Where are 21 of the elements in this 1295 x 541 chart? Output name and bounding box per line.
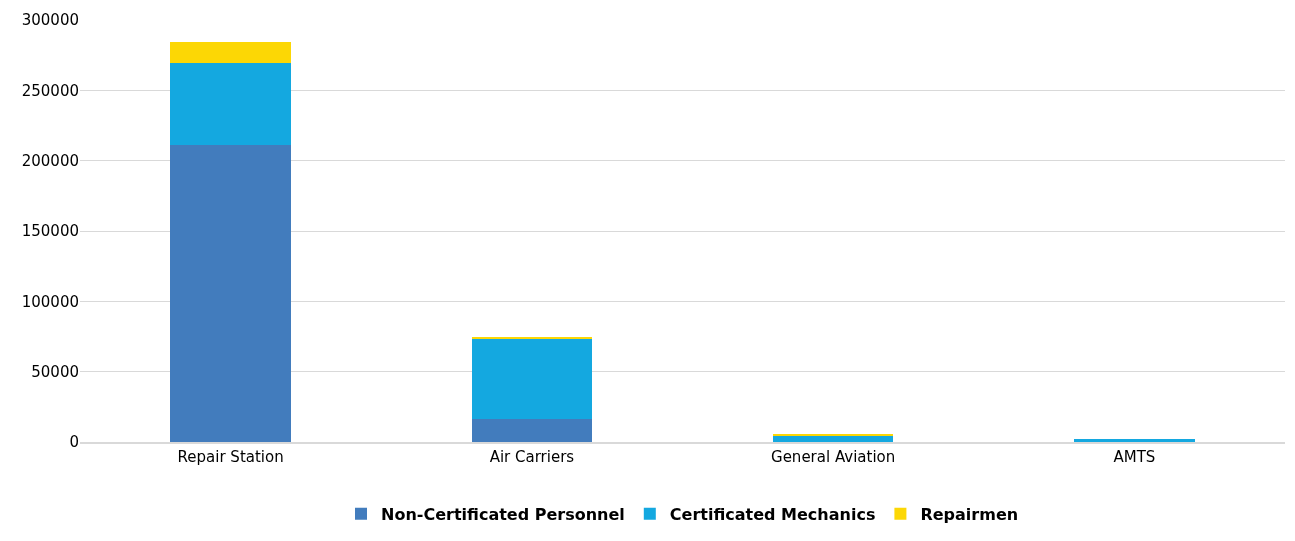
y-tick-label: 150000 [21,222,79,241]
bar [170,62,291,146]
bar [471,339,593,420]
bar [170,41,291,63]
y-tick-label: 250000 [21,81,79,100]
y-tick-label: 200000 [21,151,79,170]
x-tick-label: General Aviation [771,448,896,466]
bar [471,419,593,442]
x-tick-label: AMTS [1113,448,1156,466]
y-tick-label: 0 [69,433,79,452]
legend-label: Non-Certificated Personnel [381,505,625,524]
x-tick-label: Repair Station [177,448,284,466]
y-tick-label: 50000 [31,362,79,381]
legend-label: Repairmen [920,505,1019,524]
legend-label: Certificated Mechanics [669,505,876,524]
bar [1074,439,1195,442]
x-tick-label: Air Carriers [489,448,575,466]
y-tick-label: 300000 [21,11,79,30]
bar [772,435,894,442]
y-tick-label: 100000 [21,292,79,311]
bar [170,145,291,442]
